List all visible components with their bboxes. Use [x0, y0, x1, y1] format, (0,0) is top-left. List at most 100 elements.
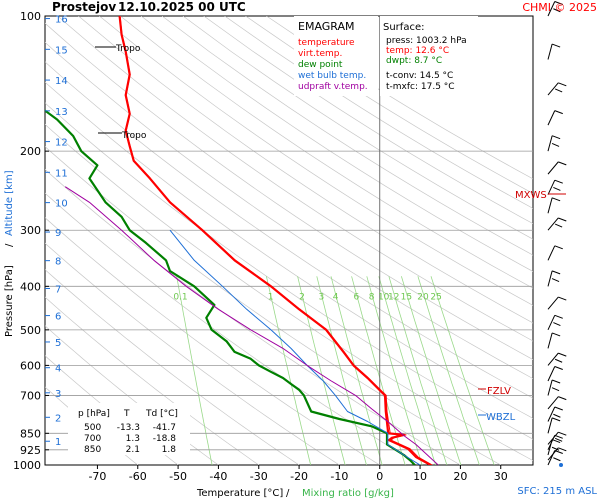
- surface-dwpt: dwpt: 8.7 °C: [386, 56, 442, 66]
- dry-adiabat: [161, 16, 533, 256]
- dry-adiabat: [78, 16, 533, 324]
- x-axis-label-temp: Temperature [°C]: [196, 488, 283, 499]
- tropo-label-lower: Tropo: [121, 131, 147, 141]
- wind-barb: [547, 270, 561, 287]
- mixing-ratio-line: [430, 276, 495, 465]
- wind-barb: [547, 396, 567, 410]
- x-tick-label: 0: [376, 470, 383, 483]
- wind-barb: [547, 179, 563, 195]
- x-axis-label-mix: Mixing ratio [g/kg]: [302, 488, 394, 499]
- mixing-ratio-label: 0.1: [173, 292, 187, 302]
- wind-barb: [547, 1, 563, 17]
- x-axis-label-sep: /: [286, 488, 290, 499]
- mixing-ratio-line: [330, 276, 383, 465]
- table-cell: 1.8: [162, 445, 177, 455]
- mixing-ratio-label: 12: [388, 292, 399, 302]
- wind-barb: [547, 431, 567, 445]
- wind-barb: [547, 332, 561, 349]
- tropo-label-upper: Tropo: [115, 44, 141, 54]
- dry-adiabat: [140, 16, 533, 272]
- sfc-label: SFC: 215 m ASL: [517, 486, 597, 497]
- series-group: [45, 16, 439, 465]
- x-tick-label: -30: [250, 470, 268, 483]
- table-cell: 850: [84, 445, 101, 455]
- legend-title: EMAGRAM: [298, 20, 355, 33]
- wind-barb: [547, 161, 567, 175]
- dry-adiabat: [45, 81, 533, 419]
- altitude-tick-label: 14: [55, 76, 68, 87]
- legend-item-virt-temp: virt.temp.: [298, 49, 342, 59]
- pressure-tick-label: 700: [20, 389, 41, 402]
- altitude-tick-label: 1: [55, 437, 61, 448]
- x-tick-label: -40: [209, 470, 227, 483]
- wind-barb: [547, 296, 567, 310]
- altitude-tick-label: 8: [55, 257, 61, 268]
- altitude-tick-label: 5: [55, 338, 61, 349]
- mixing-ratio-line: [417, 276, 480, 465]
- mixing-ratio-label: 8: [369, 292, 375, 302]
- wind-barb: [547, 417, 561, 434]
- y-axis-label-alt: Altitude [km]: [4, 170, 15, 236]
- mixing-ratio-label: 4: [333, 292, 339, 302]
- legend-box: [294, 16, 378, 96]
- x-tick-label: -50: [169, 470, 187, 483]
- wind-barb: [547, 110, 563, 126]
- mixing-ratio-line: [176, 276, 213, 465]
- table-header-t: T: [123, 409, 130, 419]
- x-tick-label: 30: [494, 470, 508, 483]
- pressure-tick-label: 500: [20, 324, 41, 337]
- wind-barb: [547, 352, 567, 366]
- surface-marker: [559, 463, 563, 467]
- legend-item-temperature: temperature: [298, 38, 355, 48]
- altitude-tick-label: 4: [55, 364, 61, 375]
- table-box: [68, 403, 190, 455]
- altitude-tick-label: 3: [55, 389, 61, 400]
- wind-barb: [547, 406, 563, 422]
- pressure-tick-label: 925: [20, 444, 41, 457]
- mixing-ratio-label: 6: [353, 292, 359, 302]
- x-tick-label: 10: [413, 470, 427, 483]
- pressure-tick-label: 400: [20, 280, 41, 293]
- altitude-tick-label: 11: [55, 168, 68, 179]
- pressure-tick-label: 850: [20, 427, 41, 440]
- pressure-tick-label: 600: [20, 359, 41, 372]
- wind-barb: [547, 217, 567, 231]
- legend-item-dew-point: dew point: [298, 60, 343, 70]
- surface-title: Surface:: [383, 22, 424, 33]
- station-title: Prostejov: [52, 0, 116, 14]
- table-header-p: p [hPa]: [78, 409, 110, 419]
- table-cell: -13.3: [117, 423, 140, 433]
- mixing-ratio-line: [401, 276, 462, 465]
- dry-adiabat: [182, 16, 533, 240]
- series-line-wet-bulb-temp-: [169, 229, 421, 465]
- mixing-ratio-line: [378, 276, 436, 465]
- series-line-virt-temp-: [119, 16, 433, 465]
- x-tick-label: -70: [88, 470, 106, 483]
- x-tick-label: -10: [330, 470, 348, 483]
- dry-adiabat: [45, 22, 533, 360]
- dry-adiabat: [45, 61, 533, 399]
- x-tick-label: 20: [453, 470, 467, 483]
- mixing-ratio-label: 3: [318, 292, 324, 302]
- credit-text: CHMI © 2025: [522, 1, 597, 14]
- y-axis-label-sep: /: [4, 243, 15, 247]
- wind-barb: [547, 245, 563, 261]
- altitude-tick-label: 10: [55, 199, 68, 210]
- mixing-ratio-label: 2: [299, 292, 305, 302]
- dry-adiabat: [203, 16, 533, 225]
- surface-box: [380, 16, 478, 96]
- wind-barb: [547, 135, 561, 152]
- x-tick-label: -60: [129, 470, 147, 483]
- wind-barb: [547, 43, 561, 60]
- table-cell: 2.1: [126, 445, 140, 455]
- table-header-td: Td [°C]: [145, 409, 178, 419]
- mxws-label: MXWS: [515, 190, 547, 201]
- dry-adiabat: [45, 41, 533, 379]
- surface-press: press: 1003.2 hPa: [386, 36, 467, 46]
- mixing-ratio-label: 20: [417, 292, 429, 302]
- wind-barb: [547, 314, 563, 331]
- legend-item-wet-bulb: wet bulb temp.: [298, 71, 366, 81]
- mixing-ratio-label: 10: [378, 292, 390, 302]
